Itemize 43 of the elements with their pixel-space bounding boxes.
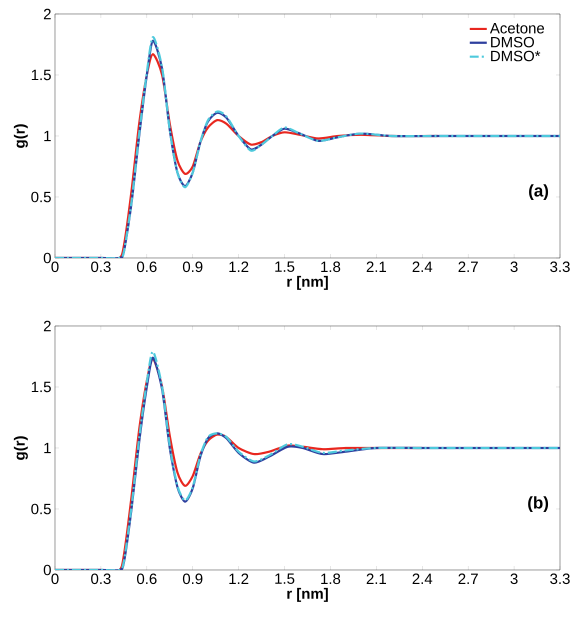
x-tick-label: 0.3 xyxy=(91,262,111,272)
x-tick-label: 0.9 xyxy=(182,574,202,584)
x-tick-label: 3 xyxy=(510,574,518,584)
legend-label: Acetone xyxy=(490,23,544,34)
y-tick-label: 0.5 xyxy=(31,192,51,202)
x-tick-label: 0.3 xyxy=(91,574,111,584)
x-axis-title: r [nm] xyxy=(287,276,328,290)
y-axis-title: g(r) xyxy=(14,124,28,148)
x-tick-label: 0.9 xyxy=(182,262,202,272)
x-tick-label: 2.4 xyxy=(412,262,432,272)
x-tick-label: 2.1 xyxy=(366,574,386,584)
x-tick-label: 0.6 xyxy=(137,574,157,584)
y-tick-label: 1 xyxy=(44,442,51,454)
y-tick-label: 1.5 xyxy=(32,382,51,392)
y-tick-label: 1 xyxy=(44,130,51,142)
annotation: (b) xyxy=(528,496,548,512)
x-tick-label: 2.7 xyxy=(458,574,478,584)
y-axis-title: g(r) xyxy=(14,436,28,460)
y-tick-label: 1.5 xyxy=(32,70,51,80)
x-axis-title: r [nm] xyxy=(287,588,328,602)
x-tick-label: 1.8 xyxy=(321,262,340,272)
y-tick-label: 0 xyxy=(44,564,51,576)
x-tick-label: 1.5 xyxy=(275,262,294,272)
legend-label: DMSO xyxy=(491,36,534,48)
x-tick-label: 0 xyxy=(51,574,59,584)
x-tick-label: 3 xyxy=(510,262,518,272)
x-tick-label: 3.3 xyxy=(550,574,570,584)
legend-label: DMSO* xyxy=(491,50,540,62)
x-tick-label: 0.6 xyxy=(137,262,157,272)
annotation: (a) xyxy=(529,184,548,200)
x-tick-label: 1.5 xyxy=(275,574,294,584)
x-tick-label: 0 xyxy=(51,262,59,272)
y-tick-label: 0 xyxy=(44,252,51,264)
y-tick-label: 2 xyxy=(44,8,51,20)
x-tick-label: 2.1 xyxy=(366,262,386,272)
x-tick-label: 1.2 xyxy=(229,574,248,584)
x-tick-label: 2.7 xyxy=(458,262,478,272)
x-tick-label: 2.4 xyxy=(412,574,432,584)
y-tick-label: 0.5 xyxy=(31,504,51,514)
x-tick-label: 1.8 xyxy=(321,574,340,584)
x-tick-label: 1.2 xyxy=(229,262,248,272)
y-tick-label: 2 xyxy=(44,320,51,332)
x-tick-label: 3.3 xyxy=(550,262,570,272)
